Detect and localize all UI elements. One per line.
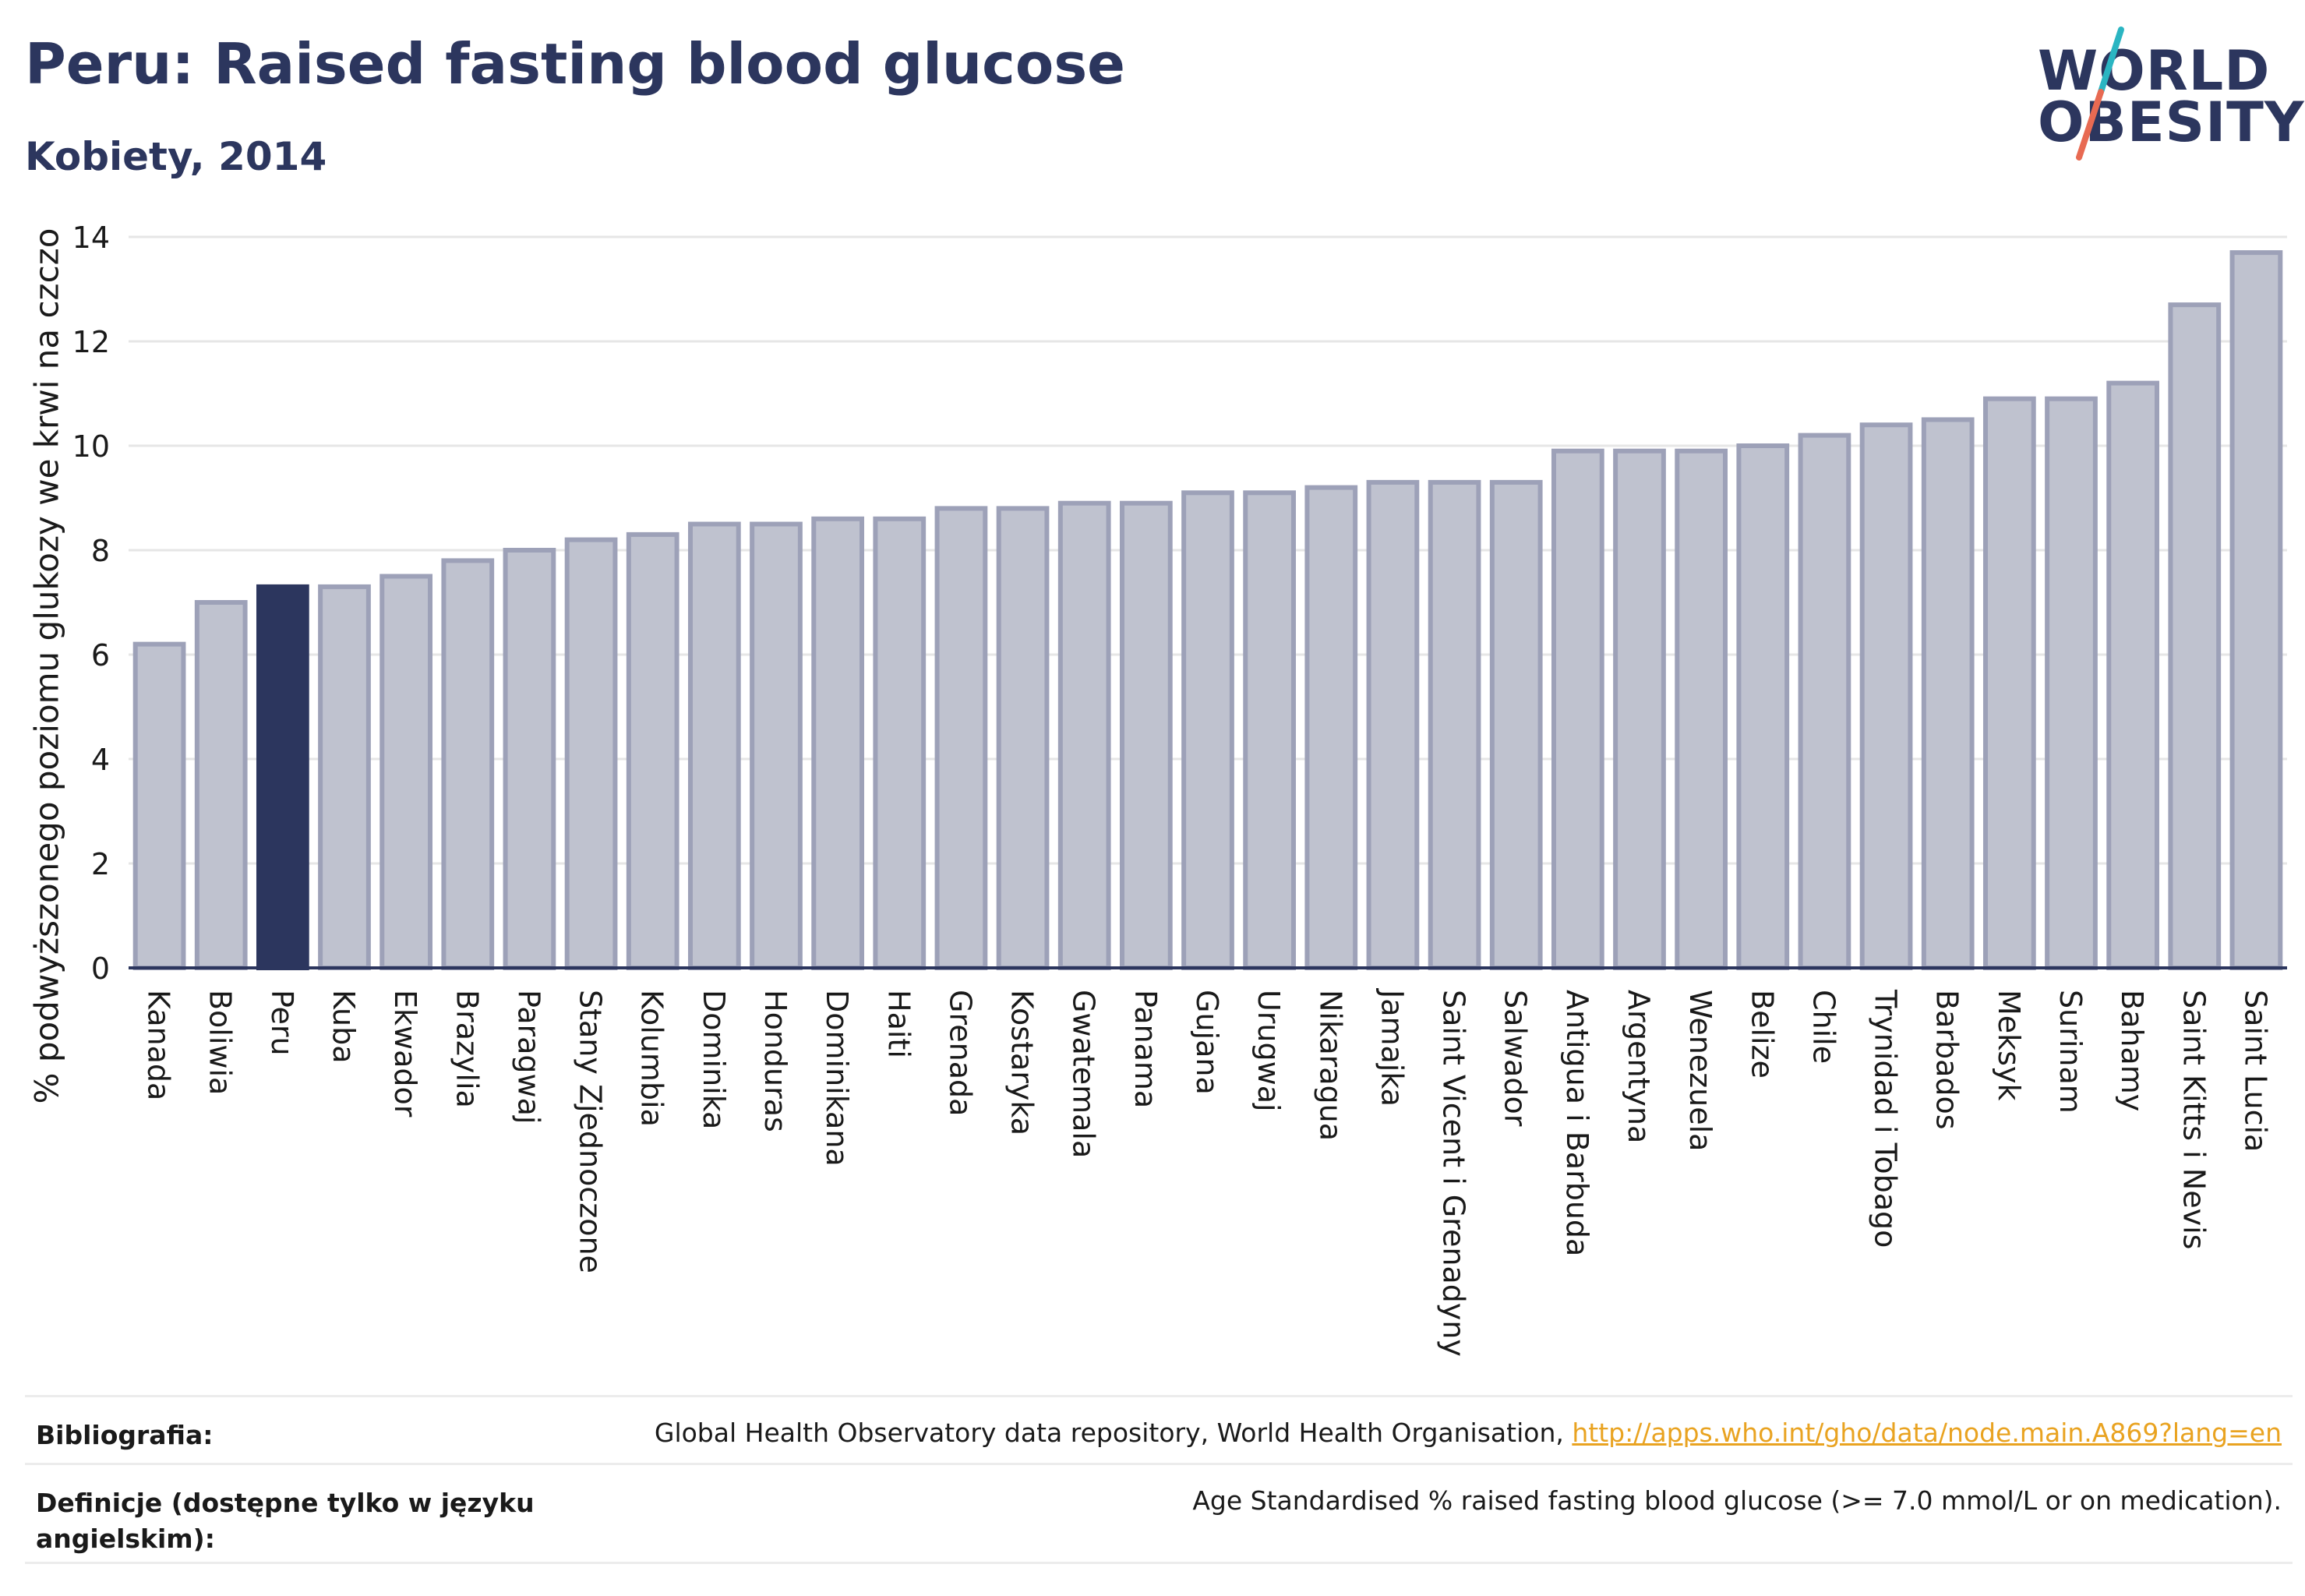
bar	[1736, 443, 1790, 970]
bar	[811, 516, 865, 970]
y-tick-label: 6	[91, 638, 110, 673]
bar	[1613, 448, 1666, 970]
x-tick-label: Kanada	[142, 990, 176, 1100]
bar-highlighted	[256, 584, 309, 971]
bar	[1428, 479, 1481, 970]
bar	[2168, 302, 2222, 971]
page-title: Peru: Raised fasting blood glucose	[25, 31, 1126, 97]
x-tick-label: Salwador	[1498, 990, 1533, 1127]
x-tick-label: Antigua i Barbuda	[1560, 990, 1594, 1256]
x-tick-label: Ekwador	[388, 990, 422, 1118]
x-tick-label: Surinam	[2053, 990, 2088, 1114]
x-tick-label: Brazylia	[450, 990, 484, 1108]
bibliography-link[interactable]: http://apps.who.int/gho/data/node.main.A…	[1572, 1418, 2282, 1448]
bar	[1982, 396, 2036, 970]
bibliography-text: Global Health Observatory data repositor…	[654, 1418, 1573, 1448]
y-tick-label: 14	[72, 221, 110, 255]
bar	[996, 506, 1050, 970]
tick-labels: 0 2 4 6 8 10 12 14 Kanada Boliwia Peru Kuba Ekwador B…	[72, 221, 2273, 1357]
bar	[934, 506, 988, 970]
definitions-value: Age Standardised % raised fasting blood …	[1192, 1485, 2282, 1516]
y-tick-label: 4	[91, 743, 110, 777]
bibliography-label: Bibliografia:	[36, 1420, 214, 1450]
x-tick-label: Kuba	[327, 990, 361, 1064]
x-tick-label: Jamajka	[1375, 988, 1409, 1107]
bar	[564, 537, 618, 970]
x-tick-label: Chile	[1806, 990, 1841, 1064]
x-tick-label: Grenada	[943, 990, 977, 1116]
bibliography-value: Global Health Observatory data repositor…	[655, 1418, 2282, 1448]
y-tick-label: 2	[91, 847, 110, 881]
x-tick-label: Gujana	[1190, 990, 1224, 1095]
y-axis-label: % podwyższonego poziomu glukozy we krwi …	[27, 228, 66, 1104]
world-obesity-logo: WORLD OBESITY	[2026, 22, 2304, 170]
bar	[2229, 250, 2283, 971]
logo-text-world: WORLD	[2038, 39, 2271, 103]
x-tick-label: Paragwaj	[511, 990, 545, 1124]
page-subtitle: Kobiety, 2014	[25, 134, 327, 179]
x-tick-label: Wenezuela	[1683, 990, 1717, 1151]
bar	[503, 548, 556, 970]
y-tick-label: 12	[72, 325, 110, 359]
bar	[626, 531, 679, 970]
bar	[1243, 490, 1297, 970]
x-tick-label: Bahamy	[2115, 990, 2149, 1111]
x-tick-label: Honduras	[758, 990, 792, 1132]
bar	[1859, 422, 1913, 970]
bibliography-row: Bibliografia: Global Health Observatory …	[25, 1395, 2293, 1463]
bar	[1551, 448, 1604, 970]
bar	[379, 574, 433, 970]
bar	[1675, 448, 1728, 970]
x-tick-label: Saint Lucia	[2238, 990, 2272, 1152]
bar	[2045, 396, 2098, 970]
x-tick-label: Saint Vicent i Grenadyny	[1437, 990, 1471, 1357]
x-tick-label: Meksyk	[1992, 990, 2026, 1100]
x-tick-label: Nikaragua	[1313, 990, 1347, 1141]
x-tick-label: Kolumbia	[635, 990, 669, 1127]
bar	[1489, 479, 1543, 970]
x-tick-label: Stany Zjednoczone	[574, 990, 608, 1273]
x-tick-label: Boliwia	[203, 990, 238, 1095]
bar	[687, 521, 741, 970]
x-tick-label: Trynidad i Tobago	[1869, 989, 1903, 1248]
bar	[1921, 417, 1975, 970]
y-tick-label: 10	[72, 429, 110, 464]
bar	[318, 584, 371, 971]
x-tick-label: Haiti	[881, 990, 916, 1058]
definitions-row: Definicje (dostępne tylko w języku angie…	[25, 1463, 2293, 1564]
bars	[132, 250, 2283, 971]
bar	[1366, 479, 1420, 970]
bar	[1181, 490, 1234, 970]
x-tick-label: Belize	[1745, 990, 1779, 1079]
x-tick-label: Argentyna	[1622, 990, 1656, 1143]
x-tick-label: Dominika	[697, 990, 731, 1129]
logo-slash-icon	[2076, 26, 2124, 161]
footer-table: Bibliografia: Global Health Observatory …	[25, 1395, 2293, 1564]
bar	[441, 558, 495, 970]
bar	[194, 600, 248, 970]
bar	[1057, 500, 1111, 970]
x-tick-label: Saint Kitts i Nevis	[2176, 990, 2211, 1249]
x-tick-label: Barbados	[1930, 990, 1964, 1130]
bar	[750, 521, 803, 970]
bar	[1798, 433, 1851, 970]
x-tick-label: Dominikana	[820, 990, 854, 1167]
bar-chart: 0 2 4 6 8 10 12 14 Kanada Boliwia Peru Kuba Ekwador B…	[72, 221, 2287, 1357]
bar	[873, 516, 927, 970]
x-tick-label: Urugwaj	[1251, 990, 1286, 1112]
bar	[1304, 485, 1358, 970]
bar	[1119, 500, 1173, 970]
y-tick-label: 0	[91, 952, 110, 986]
bar	[2106, 380, 2160, 971]
x-tick-label: Gwatemala	[1067, 990, 1101, 1158]
x-tick-label: Peru	[265, 990, 299, 1056]
y-tick-label: 8	[91, 534, 110, 568]
x-tick-label: Panama	[1128, 990, 1163, 1108]
bar	[132, 641, 186, 970]
x-tick-label: Kostaryka	[1005, 990, 1040, 1135]
definitions-label: Definicje (dostępne tylko w języku angie…	[36, 1488, 535, 1555]
